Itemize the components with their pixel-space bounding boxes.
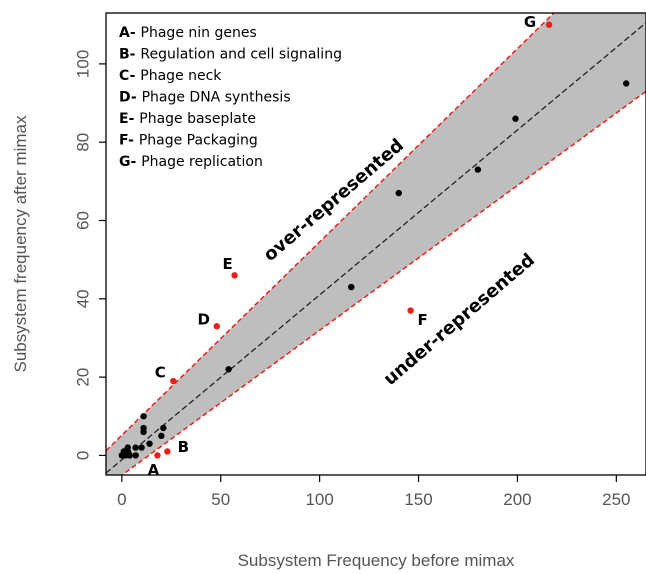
point-0-6 <box>132 452 139 459</box>
point-label-a: A <box>148 461 160 479</box>
point-0-13 <box>158 432 165 440</box>
regression-line <box>106 22 646 474</box>
legend-key-1: B- <box>119 47 140 63</box>
x-tick-label-250: 250 <box>602 490 630 509</box>
point-0-11 <box>140 413 147 420</box>
point-label-d: D <box>198 311 210 329</box>
legend-item-5: F- Phage Packaging <box>119 133 258 149</box>
legend-text-6: Phage replication <box>141 154 263 170</box>
point-f <box>407 307 414 314</box>
x-tick-label-200: 200 <box>503 490 531 509</box>
y-axis-title: Subsystem frequency after mimax <box>11 115 30 372</box>
legend-item-2: C- Phage neck <box>119 68 222 84</box>
point-0-4 <box>124 444 131 451</box>
point-d <box>213 323 220 330</box>
x-axis-title: Subsystem Frequency before mimax <box>238 551 515 570</box>
x-tick-label-150: 150 <box>404 490 432 509</box>
legend-key-0: A- <box>119 25 141 41</box>
y-tick-label-60: 60 <box>73 211 92 230</box>
point-0-14 <box>160 424 167 432</box>
legend-key-6: G- <box>119 154 141 170</box>
point-0-15 <box>225 366 232 373</box>
under-represented-label: under-represented <box>380 249 539 389</box>
data-points <box>118 21 630 459</box>
legend-text-5: Phage Packaging <box>139 133 258 149</box>
point-c <box>170 377 177 385</box>
y-tick-label-100: 100 <box>73 50 92 78</box>
x-tick-label-100: 100 <box>305 490 333 509</box>
point-0-10 <box>140 424 147 432</box>
point-0-7 <box>132 444 139 451</box>
point-0-12 <box>146 440 153 447</box>
plot-frame <box>105 12 646 476</box>
point-label-e: E <box>222 255 232 273</box>
legend-item-1: B- Regulation and cell signaling <box>119 47 342 63</box>
point-0-8 <box>138 444 145 451</box>
legend-item-3: D- Phage DNA synthesis <box>119 90 291 106</box>
x-tick-label-50: 50 <box>211 490 230 509</box>
legend-text-2: Phage neck <box>140 68 222 84</box>
legend-text-0: Phage nin genes <box>141 25 257 41</box>
y-tick-label-0: 0 <box>73 451 92 460</box>
y-axis: 0 20 40 60 80 100 <box>73 50 106 460</box>
point-b <box>164 448 171 455</box>
point-label-g: G <box>524 13 536 31</box>
legend-text-4: Phage baseplate <box>139 111 256 127</box>
point-g <box>545 21 553 28</box>
point-label-b: B <box>178 438 189 456</box>
point-0-16 <box>348 283 355 291</box>
point-0-19 <box>512 115 519 122</box>
legend-key-2: C- <box>119 68 140 84</box>
point-0-18 <box>474 166 482 173</box>
legend-text-3: Phage DNA synthesis <box>142 90 291 106</box>
y-tick-label-40: 40 <box>73 289 92 308</box>
legend-text-1: Regulation and cell signaling <box>140 47 342 63</box>
point-0-5 <box>126 452 133 459</box>
upper-bound-line <box>106 13 555 452</box>
legend-item-4: E- Phage baseplate <box>119 111 256 127</box>
legend-key-3: D- <box>119 90 142 106</box>
point-e <box>231 272 238 279</box>
band-fill <box>106 13 646 475</box>
confidence-band <box>106 13 646 475</box>
y-tick-label-20: 20 <box>73 368 92 387</box>
legend-key-5: F- <box>119 133 139 149</box>
legend-item-0: A- Phage nin genes <box>119 25 257 41</box>
point-label-c: C <box>155 364 166 382</box>
point-label-f: F <box>417 311 427 329</box>
point-0-20 <box>623 80 630 87</box>
x-tick-label-0: 0 <box>117 490 126 509</box>
legend-item-6: G- Phage replication <box>119 154 263 170</box>
x-axis: 0 50 100 150 200 250 <box>117 475 631 509</box>
point-a <box>154 452 161 459</box>
legend-key-4: E- <box>119 111 139 127</box>
point-0-17 <box>395 189 402 197</box>
y-tick-label-80: 80 <box>73 133 92 152</box>
